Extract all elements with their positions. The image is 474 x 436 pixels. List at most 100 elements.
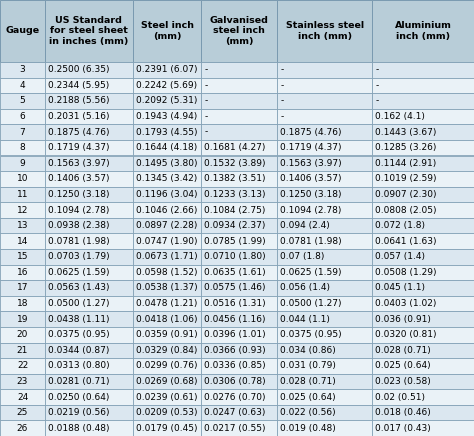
Bar xyxy=(201,249,277,265)
Text: 9: 9 xyxy=(19,159,26,168)
Text: 0.025 (0.64): 0.025 (0.64) xyxy=(375,361,431,370)
Text: 0.2188 (5.56): 0.2188 (5.56) xyxy=(48,96,109,106)
Bar xyxy=(133,311,201,327)
Text: 0.1345 (3.42): 0.1345 (3.42) xyxy=(136,174,197,184)
Text: -: - xyxy=(204,81,208,90)
Bar xyxy=(277,171,372,187)
Bar xyxy=(201,93,277,109)
Text: 17: 17 xyxy=(17,283,28,293)
Bar xyxy=(0,171,45,187)
Bar xyxy=(0,187,45,202)
Text: 0.0366 (0.93): 0.0366 (0.93) xyxy=(204,346,266,355)
Text: 0.0188 (0.48): 0.0188 (0.48) xyxy=(48,424,109,433)
Text: 0.0396 (1.01): 0.0396 (1.01) xyxy=(204,330,266,339)
Bar xyxy=(0,265,45,280)
Text: -: - xyxy=(204,112,208,121)
Text: 0.0219 (0.56): 0.0219 (0.56) xyxy=(48,408,109,417)
Text: 5: 5 xyxy=(19,96,26,106)
Bar xyxy=(45,109,133,124)
Text: 0.1019 (2.59): 0.1019 (2.59) xyxy=(375,174,437,184)
Bar xyxy=(133,171,201,187)
Text: 0.0247 (0.63): 0.0247 (0.63) xyxy=(204,408,266,417)
Text: 0.1233 (3.13): 0.1233 (3.13) xyxy=(204,190,266,199)
Bar xyxy=(201,156,277,171)
Bar xyxy=(0,156,45,171)
Bar xyxy=(201,109,277,124)
Bar xyxy=(277,0,372,62)
Text: 0.0306 (0.78): 0.0306 (0.78) xyxy=(204,377,266,386)
Bar xyxy=(133,420,201,436)
Text: 0.0269 (0.68): 0.0269 (0.68) xyxy=(136,377,197,386)
Text: 0.0239 (0.61): 0.0239 (0.61) xyxy=(136,392,197,402)
Bar xyxy=(372,265,474,280)
Text: 0.025 (0.64): 0.025 (0.64) xyxy=(280,392,336,402)
Bar xyxy=(0,62,45,78)
Text: -: - xyxy=(204,65,208,74)
Text: 22: 22 xyxy=(17,361,28,370)
Text: 0.017 (0.43): 0.017 (0.43) xyxy=(375,424,431,433)
Text: 0.028 (0.71): 0.028 (0.71) xyxy=(280,377,336,386)
Text: 0.0938 (2.38): 0.0938 (2.38) xyxy=(48,221,109,230)
Text: 0.1144 (2.91): 0.1144 (2.91) xyxy=(375,159,437,168)
Bar xyxy=(372,171,474,187)
Bar xyxy=(372,0,474,62)
Bar xyxy=(133,62,201,78)
Text: Stainless steel
inch (mm): Stainless steel inch (mm) xyxy=(286,21,364,41)
Bar xyxy=(0,140,45,156)
Bar xyxy=(201,202,277,218)
Text: 0.0336 (0.85): 0.0336 (0.85) xyxy=(204,361,266,370)
Bar xyxy=(45,78,133,93)
Text: 0.1094 (2.78): 0.1094 (2.78) xyxy=(48,205,109,215)
Bar xyxy=(133,249,201,265)
Text: 0.1563 (3.97): 0.1563 (3.97) xyxy=(280,159,342,168)
Bar xyxy=(133,202,201,218)
Text: 23: 23 xyxy=(17,377,28,386)
Text: 25: 25 xyxy=(17,408,28,417)
Bar xyxy=(372,93,474,109)
Bar xyxy=(372,187,474,202)
Bar xyxy=(133,140,201,156)
Bar xyxy=(277,93,372,109)
Text: 0.072 (1.8): 0.072 (1.8) xyxy=(375,221,425,230)
Text: 10: 10 xyxy=(17,174,28,184)
Text: 15: 15 xyxy=(17,252,28,261)
Text: 0.0418 (1.06): 0.0418 (1.06) xyxy=(136,315,197,324)
Bar xyxy=(201,420,277,436)
Bar xyxy=(372,124,474,140)
Bar xyxy=(277,296,372,311)
Text: 0.1285 (3.26): 0.1285 (3.26) xyxy=(375,143,437,152)
Bar xyxy=(277,327,372,343)
Text: 0.0673 (1.71): 0.0673 (1.71) xyxy=(136,252,197,261)
Bar xyxy=(133,109,201,124)
Bar xyxy=(45,405,133,420)
Bar xyxy=(133,405,201,420)
Bar xyxy=(201,124,277,140)
Bar xyxy=(0,93,45,109)
Text: 0.0710 (1.80): 0.0710 (1.80) xyxy=(204,252,266,261)
Bar xyxy=(45,343,133,358)
Text: 0.0563 (1.43): 0.0563 (1.43) xyxy=(48,283,109,293)
Text: 0.1875 (4.76): 0.1875 (4.76) xyxy=(280,128,342,136)
Text: 0.1406 (3.57): 0.1406 (3.57) xyxy=(48,174,109,184)
Bar xyxy=(201,296,277,311)
Text: 0.0575 (1.46): 0.0575 (1.46) xyxy=(204,283,266,293)
Text: 0.2391 (6.07): 0.2391 (6.07) xyxy=(136,65,197,74)
Bar xyxy=(133,358,201,374)
Text: 0.0313 (0.80): 0.0313 (0.80) xyxy=(48,361,109,370)
Text: 0.1406 (3.57): 0.1406 (3.57) xyxy=(280,174,342,184)
Text: 0.0785 (1.99): 0.0785 (1.99) xyxy=(204,237,266,246)
Bar xyxy=(0,249,45,265)
Bar xyxy=(0,78,45,93)
Text: 0.1250 (3.18): 0.1250 (3.18) xyxy=(280,190,342,199)
Bar xyxy=(0,358,45,374)
Text: 0.1382 (3.51): 0.1382 (3.51) xyxy=(204,174,266,184)
Text: 0.036 (0.91): 0.036 (0.91) xyxy=(375,315,431,324)
Text: 0.07 (1.8): 0.07 (1.8) xyxy=(280,252,325,261)
Bar xyxy=(201,389,277,405)
Bar xyxy=(372,405,474,420)
Text: Gauge: Gauge xyxy=(6,27,39,35)
Bar xyxy=(45,280,133,296)
Bar xyxy=(201,311,277,327)
Bar xyxy=(45,124,133,140)
Bar xyxy=(277,249,372,265)
